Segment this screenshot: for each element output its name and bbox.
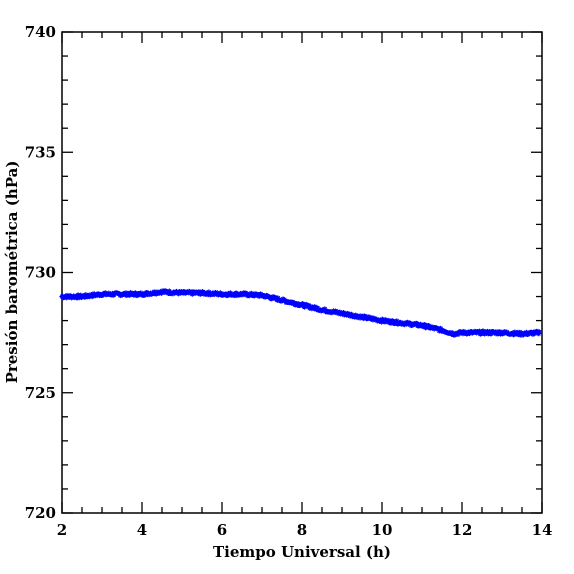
x-tick-label: 14 xyxy=(532,521,553,539)
data-point xyxy=(256,293,262,299)
x-tick-label: 8 xyxy=(297,521,307,539)
x-tick-label: 10 xyxy=(372,521,393,539)
data-point xyxy=(536,329,542,335)
y-tick-label: 725 xyxy=(25,384,56,402)
data-point xyxy=(388,320,394,326)
x-tick-label: 4 xyxy=(137,521,147,539)
data-point xyxy=(482,331,488,337)
x-tick-label: 6 xyxy=(217,521,227,539)
data-point xyxy=(530,331,536,337)
data-point xyxy=(455,331,461,338)
y-tick-label: 740 xyxy=(25,23,56,41)
data-points xyxy=(59,288,542,338)
x-tick-label: 2 xyxy=(57,521,67,539)
plot-frame xyxy=(61,31,543,514)
data-point xyxy=(89,293,95,300)
y-tick-label: 720 xyxy=(25,504,56,522)
y-axis-label: Presión barométrica (hPa) xyxy=(3,161,21,384)
data-point xyxy=(282,298,288,304)
data-point xyxy=(302,304,308,310)
data-point xyxy=(132,290,139,296)
data-point xyxy=(386,317,392,324)
data-point xyxy=(300,301,306,307)
data-point xyxy=(536,331,542,337)
data-point xyxy=(478,331,484,337)
data-point xyxy=(166,288,172,294)
ticks xyxy=(61,31,543,514)
y-tick-label: 735 xyxy=(25,143,56,161)
x-axis-label: Tiempo Universal (h) xyxy=(213,543,391,561)
x-tick-label: 12 xyxy=(452,521,473,539)
data-point xyxy=(394,318,400,324)
tick-labels: 2 4 6 8 10 12 14 720 725 730 735 740 xyxy=(25,23,553,539)
y-tick-label: 730 xyxy=(25,264,56,282)
data-point xyxy=(414,321,420,327)
data-point xyxy=(477,328,483,334)
data-point xyxy=(480,328,486,334)
data-point xyxy=(142,292,148,298)
data-point xyxy=(449,330,455,336)
